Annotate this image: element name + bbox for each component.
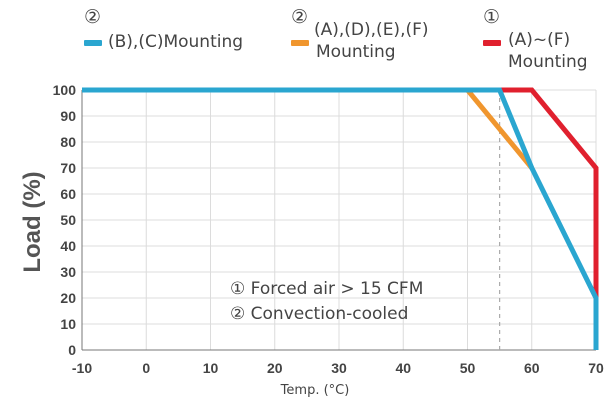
legend-label-2: Mounting — [508, 52, 588, 72]
legend-marker: ① — [483, 6, 501, 28]
series-line-0 — [82, 87, 599, 350]
legend-label: (B),(C)Mounting — [108, 32, 244, 52]
legend-swatch-red — [483, 40, 501, 46]
tick-labels: 0 10 20 30 40 50 60 70 80 90 100 -10 0 10 20 30 40 50 60 70 — [53, 82, 604, 376]
y-tick-label: 10 — [60, 316, 76, 332]
series-line-1 — [82, 87, 534, 170]
y-tick-label: 20 — [60, 290, 76, 306]
x-tick-label: 60 — [524, 360, 540, 376]
legend-marker: ② — [84, 6, 102, 28]
legend-label: (A)~(F) — [508, 30, 571, 50]
y-tick-label: 90 — [60, 108, 76, 124]
x-tick-label: -10 — [72, 360, 92, 376]
legend-label: (A),(D),(E),(F) — [314, 20, 429, 40]
legend-swatch-blue — [84, 40, 102, 46]
x-axis-label: Temp. (°C) — [280, 383, 350, 398]
x-tick-label: 30 — [331, 360, 347, 376]
x-tick-label: 20 — [267, 360, 283, 376]
x-tick-label: 10 — [203, 360, 219, 376]
legend-swatch-orange — [291, 40, 309, 46]
x-tick-label: 0 — [142, 360, 150, 376]
y-tick-label: 30 — [60, 264, 76, 280]
x-tick-label: 70 — [588, 360, 604, 376]
annotation-forced-air: ① Forced air > 15 CFM — [230, 279, 423, 299]
y-tick-label: 50 — [60, 212, 76, 228]
y-tick-label: 60 — [60, 186, 76, 202]
y-tick-label: 0 — [68, 342, 76, 358]
legend-label-2: Mounting — [316, 42, 396, 62]
series-group — [82, 87, 599, 350]
y-tick-label: 70 — [60, 160, 76, 176]
x-tick-label: 40 — [395, 360, 411, 376]
y-tick-label: 100 — [53, 82, 77, 98]
x-tick-label: 50 — [460, 360, 476, 376]
legend-marker: ② — [291, 6, 309, 28]
y-tick-label: 80 — [60, 134, 76, 150]
annotation-convection: ② Convection-cooled — [230, 304, 408, 324]
y-tick-label: 40 — [60, 238, 76, 254]
y-axis-label: Load (%) — [19, 171, 46, 272]
